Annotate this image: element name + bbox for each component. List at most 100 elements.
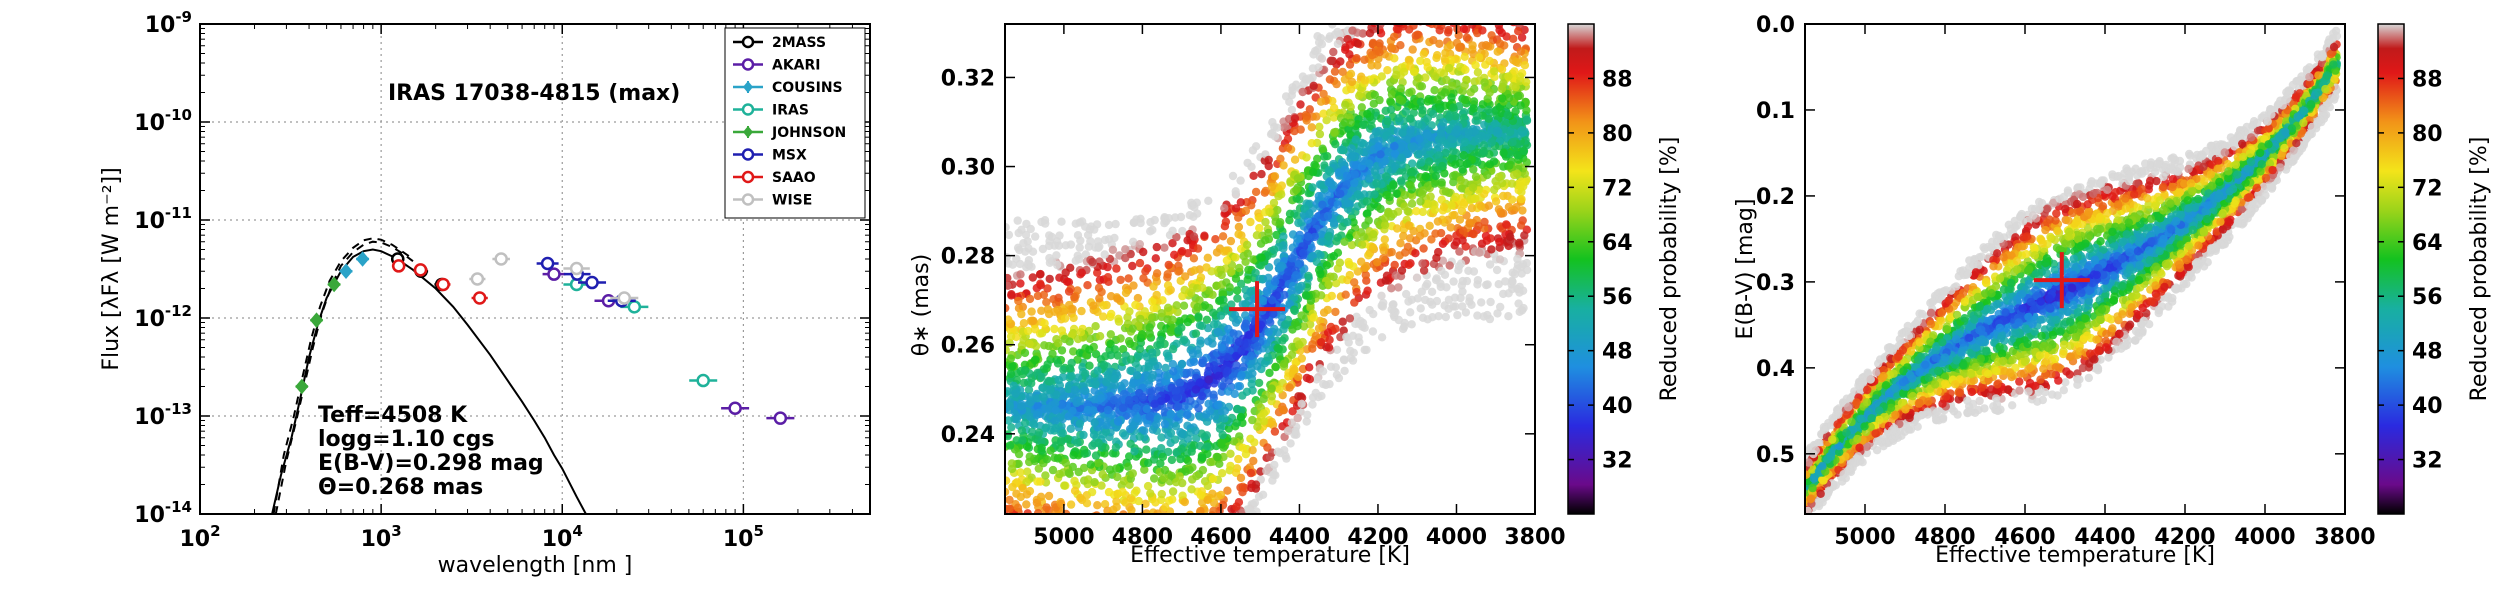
sed-point-akari xyxy=(542,267,566,281)
theta-x-axis-label: Effective temperature [K] xyxy=(1130,543,1410,568)
ebv-y-axis-label: E(B-V) [mag] xyxy=(1733,199,1758,340)
sed-y-tick-label: 10-14 xyxy=(134,498,192,528)
ebv-plot-frame xyxy=(1804,23,2346,515)
theta-density-map xyxy=(1005,24,1532,514)
ebv-colorbar-tick-label: 64 xyxy=(2412,231,2443,256)
theta-colorbar-tick-label: 88 xyxy=(1602,67,1633,92)
ebv-x-tick-label: 5000 xyxy=(1834,525,1895,550)
sed-y-tick-label: 10-10 xyxy=(134,106,192,136)
ebv-x-tick-label: 4400 xyxy=(2074,525,2135,550)
sed-point-johnson xyxy=(327,276,341,293)
theta-y-tick-label: 0.32 xyxy=(941,66,995,91)
sed-x-tick-label: 105 xyxy=(723,522,764,552)
legend-entry-2mass: 2MASS xyxy=(733,35,826,51)
sed-legend: 2MASS AKARI COUSINS IRAS JOHNSON MSX SAAO WISE xyxy=(724,27,866,219)
ebv-colorbar-tick-label: 48 xyxy=(2412,340,2443,365)
theta-colorbar-tick-label: 72 xyxy=(1602,176,1633,201)
theta-x-tick-label: 4200 xyxy=(1347,525,1408,550)
sed-y-tick-label: 10-12 xyxy=(134,302,192,332)
theta-y-tick-label: 0.24 xyxy=(941,423,995,448)
legend-entry-johnson: JOHNSON xyxy=(733,125,846,141)
sed-point-saao xyxy=(391,259,406,273)
sed-y-tick-label: 10-13 xyxy=(134,400,192,430)
sed-point-msx xyxy=(578,275,607,290)
theta-colorbar: 32 40 48 56 64 72 80 88 Reduced probability [%] xyxy=(1567,23,1682,515)
ebv-x-tick-label: 4200 xyxy=(2154,525,2215,550)
theta-x-tick-label: 3800 xyxy=(1504,525,1565,550)
legend-entry-iras: IRAS xyxy=(733,103,809,119)
legend-label: JOHNSON xyxy=(771,125,846,141)
ebv-colorbar-tick-label: 72 xyxy=(2412,176,2443,201)
sed-point-wise xyxy=(469,272,486,286)
legend-entry-msx: MSX xyxy=(733,148,807,164)
ebv-colorbar-gradient xyxy=(2377,23,2405,515)
theta-x-tick-label: 4000 xyxy=(1426,525,1487,550)
ebv-y-tick-label: 0.5 xyxy=(1756,443,1795,468)
theta-plot-frame xyxy=(1004,23,1536,515)
sed-point-saao xyxy=(471,291,488,305)
sed-point-akari xyxy=(766,411,795,425)
ebv-ticks: 5000 4800 4600 4400 4200 4000 3800 0.0 0.1 0.2 0.3… xyxy=(1756,13,2376,550)
sed-x-tick-label: 102 xyxy=(179,522,220,552)
sed-model-dashed-line-2 xyxy=(274,240,414,514)
ebv-colorbar-label: Reduced probability [%] xyxy=(2467,137,2492,402)
sed-x-tick-label: 103 xyxy=(361,522,402,552)
theta-x-tick-label: 4600 xyxy=(1190,525,1251,550)
legend-entry-wise: WISE xyxy=(733,193,812,209)
sed-plot-frame xyxy=(199,23,871,515)
theta-ticks: 5000 4800 4600 4400 4200 4000 3800 0.24 0.26 0.28… xyxy=(941,24,1566,550)
theta-teff-panel: 5000 4800 4600 4400 4200 4000 3800 0.24 0.26 0.28… xyxy=(909,23,1682,568)
annotation-teff: Teff=4508 K xyxy=(318,403,468,428)
sed-point-iras xyxy=(689,373,718,388)
ebv-density-map xyxy=(1805,26,2342,514)
sed-data-points xyxy=(295,251,795,425)
legend-label: MSX xyxy=(772,148,807,164)
sed-point-akari xyxy=(721,401,750,415)
sed-panel: 102 103 104 105 10-14 10-13 10-12 10-11 10-10 10-… xyxy=(99,8,871,578)
ebv-y-tick-label: 0.3 xyxy=(1756,271,1795,296)
ebv-x-tick-label: 4000 xyxy=(2234,525,2295,550)
legend-label: WISE xyxy=(772,193,812,209)
sed-point-wise xyxy=(563,261,590,276)
ebv-x-tick-label: 3800 xyxy=(2314,525,2375,550)
ebv-y-tick-label: 0.2 xyxy=(1756,185,1795,210)
ebv-colorbar-tick-label: 32 xyxy=(2412,449,2443,474)
ebv-x-tick-label: 4600 xyxy=(1994,525,2055,550)
theta-x-tick-label: 4800 xyxy=(1112,525,1173,550)
theta-colorbar-tick-label: 80 xyxy=(1602,122,1633,147)
sed-x-tick-label: 104 xyxy=(542,522,583,552)
legend-label: COUSINS xyxy=(772,80,843,96)
sed-point-johnson xyxy=(295,378,309,395)
ebv-colorbar: 32 40 48 56 64 72 80 88 Reduced probability [%] xyxy=(2377,23,2492,515)
ebv-colorbar-tick-label: 56 xyxy=(2412,285,2443,310)
ebv-colorbar-tick-label: 88 xyxy=(2412,67,2443,92)
legend-box xyxy=(724,27,866,219)
theta-x-tick-label: 4400 xyxy=(1269,525,1330,550)
sed-point-johnson xyxy=(309,312,324,328)
theta-y-axis-label: θ∗ (mas) xyxy=(909,254,934,356)
theta-y-tick-label: 0.30 xyxy=(941,156,995,181)
ebv-y-tick-label: 0.0 xyxy=(1756,13,1795,38)
sed-point-saao xyxy=(435,277,451,292)
sed-model-dashed-line-1 xyxy=(272,237,414,514)
legend-entry-akari: AKARI xyxy=(733,58,821,74)
theta-y-tick-label: 0.26 xyxy=(941,334,995,359)
ebv-colorbar-tick-label: 80 xyxy=(2412,122,2443,147)
theta-colorbar-tick-label: 56 xyxy=(1602,285,1633,310)
theta-x-tick-label: 5000 xyxy=(1033,525,1094,550)
theta-colorbar-tick-label: 48 xyxy=(1602,340,1633,365)
legend-label: SAAO xyxy=(772,170,816,186)
legend-entry-cousins: COUSINS xyxy=(733,80,843,96)
ebv-x-axis-label: Effective temperature [K] xyxy=(1935,543,2215,568)
annotation-ebv: E(B-V)=0.298 mag xyxy=(318,451,544,476)
sed-point-cousins xyxy=(339,263,353,280)
sed-title: IRAS 17038-4815 (max) xyxy=(388,81,680,106)
ebv-teff-panel: 5000 4800 4600 4400 4200 4000 3800 0.0 0.1 0.2 0.3… xyxy=(1733,13,2492,568)
sed-point-wise xyxy=(610,291,639,305)
ebv-y-tick-label: 0.4 xyxy=(1756,357,1795,382)
annotation-logg: logg=1.10 cgs xyxy=(318,427,494,452)
theta-best-fit-marker xyxy=(1229,281,1286,338)
sed-y-tick-label: 10-9 xyxy=(145,8,192,38)
sed-y-axis-label: Flux [λFλ [W m⁻²]] xyxy=(99,167,124,370)
legend-label: 2MASS xyxy=(772,35,826,51)
